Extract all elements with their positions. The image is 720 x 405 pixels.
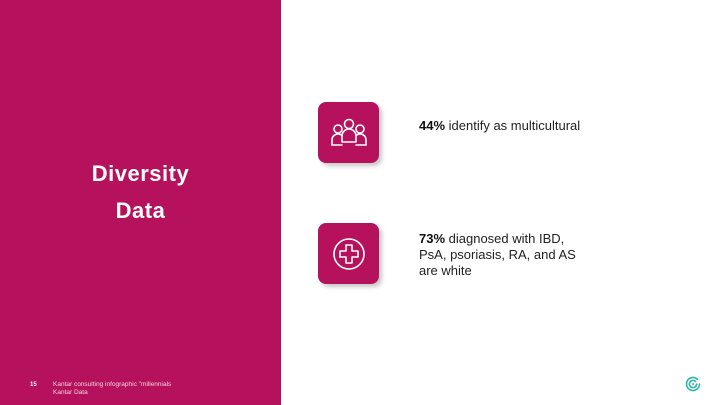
medical-cross-tile <box>318 223 379 284</box>
brand-logo-icon <box>685 376 701 392</box>
stat-text: diagnosed with IBD, PsA, psoriasis, RA, … <box>419 231 576 278</box>
people-group-tile <box>318 102 379 163</box>
page-number: 15 <box>30 382 37 388</box>
stat-diagnosed: 73% diagnosed with IBD, PsA, psoriasis, … <box>419 231 594 279</box>
stat-multicultural: 44% identify as multicultural <box>419 118 594 134</box>
slide-title-line-2: Data <box>115 198 166 223</box>
stat-value: 73% <box>419 231 446 246</box>
slide-title: Diversity Data <box>0 155 281 229</box>
stat-text: identify as multicultural <box>445 118 581 133</box>
people-group-icon <box>330 118 367 146</box>
title-panel: Diversity Data 15 Kantar consulting info… <box>0 0 281 405</box>
slide-title-line-1: Diversity <box>91 161 190 186</box>
source-note: Kantar consulting infographic "millennia… <box>53 381 171 397</box>
source-note-line-2: Kantar Data <box>53 389 88 396</box>
medical-cross-icon <box>332 237 365 270</box>
stat-value: 44% <box>419 118 446 133</box>
source-note-line-1: Kantar consulting infographic "millennia… <box>53 381 172 388</box>
